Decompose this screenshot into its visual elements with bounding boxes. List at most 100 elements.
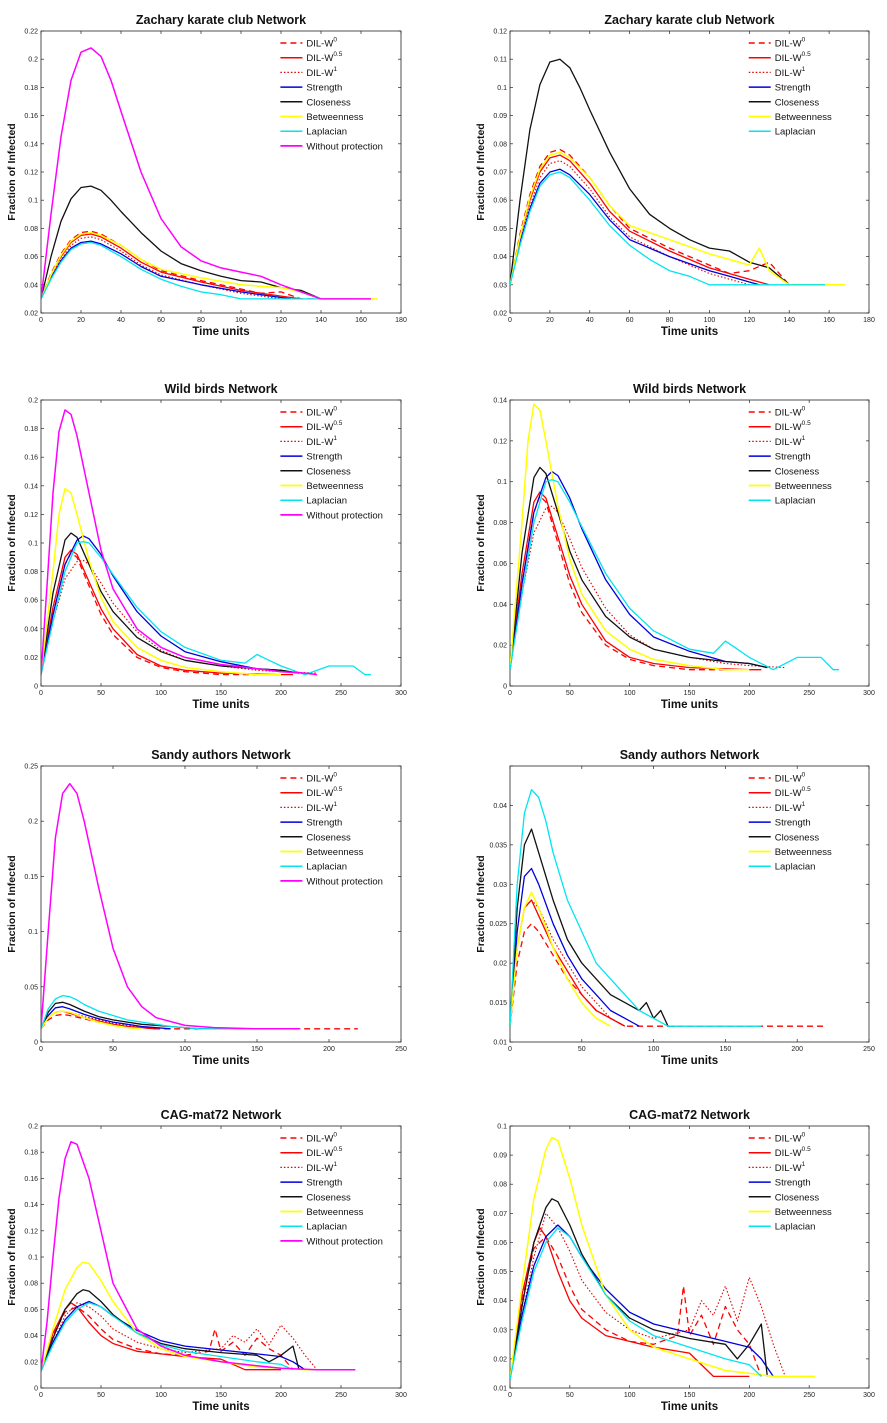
y-tick-label: 0.03 xyxy=(493,1327,507,1334)
legend-label-name: Strength xyxy=(306,818,342,829)
legend-label: Strength xyxy=(306,1178,342,1189)
chart-panel-4: 0 50 100 150 200 250 300 0 0.02 0.04 0.06 0.08 0.1 0.… xyxy=(475,382,875,711)
y-tick-label: 0.04 xyxy=(493,602,507,609)
legend-label-superscript: 0 xyxy=(333,406,337,413)
legend-label: Betweenness xyxy=(306,847,363,858)
y-tick-label: 0.02 xyxy=(493,311,507,318)
x-tick-label: 160 xyxy=(823,317,835,324)
legend-label: DIL-W0 xyxy=(306,772,337,785)
x-tick-label: 300 xyxy=(863,690,875,697)
x-axis-label: Time units xyxy=(661,326,718,338)
legend-label-name: Betweenness xyxy=(775,1207,832,1218)
series-line-closeness xyxy=(510,58,790,286)
x-tick-label: 200 xyxy=(275,690,287,697)
x-tick-label: 0 xyxy=(39,1392,43,1399)
y-tick-label: 0.04 xyxy=(493,1298,507,1305)
legend-label-name: DIL-W xyxy=(775,1134,802,1145)
y-tick-label: 0.11 xyxy=(494,57,507,64)
legend-label-superscript: 1 xyxy=(802,435,806,442)
legend-label: Strength xyxy=(775,452,811,463)
legend-label-name: Laplacian xyxy=(775,127,816,138)
legend-label-name: DIL-W xyxy=(775,774,802,785)
legend: DIL-W0DIL-W0.5DIL-W1StrengthClosenessBet… xyxy=(748,772,832,873)
legend-label: Betweenness xyxy=(775,481,832,492)
axes-box xyxy=(509,30,870,314)
y-tick-label: 0 xyxy=(503,684,507,691)
x-tick-label: 120 xyxy=(743,317,755,324)
x-tick-label: 0 xyxy=(39,1046,43,1053)
series-line-dil-w1 xyxy=(41,236,282,300)
legend-label: Laplacian xyxy=(306,496,347,507)
legend-label: DIL-W0.5 xyxy=(306,51,342,64)
axes-box xyxy=(509,1125,870,1389)
y-tick-label: 0.1 xyxy=(497,85,507,92)
legend: DIL-W0DIL-W0.5DIL-W1StrengthClosenessBet… xyxy=(280,37,383,152)
legend-label-name: Laplacian xyxy=(775,496,816,507)
legend-label-superscript: 0.5 xyxy=(333,1146,342,1153)
y-tick-label: 0.16 xyxy=(24,455,38,462)
y-tick-label: 0.08 xyxy=(493,1182,507,1189)
x-tick-label: 140 xyxy=(315,317,327,324)
x-tick-label: 150 xyxy=(251,1046,263,1053)
y-axis-label: Fraction of Infected xyxy=(6,1208,18,1305)
legend-label: Closeness xyxy=(775,832,820,843)
y-axis-label: Fraction of Infected xyxy=(475,123,487,220)
legend-label-name: DIL-W xyxy=(306,53,333,64)
legend: DIL-W0DIL-W0.5DIL-W1StrengthClosenessBet… xyxy=(280,1132,383,1247)
x-tick-label: 200 xyxy=(743,1392,755,1399)
series-line-dil-w0-5 xyxy=(510,154,770,286)
legend-label-name: DIL-W xyxy=(306,1163,333,1174)
y-tick-label: 0.03 xyxy=(493,282,507,289)
series-line-without-protection xyxy=(41,47,371,300)
legend-label-superscript: 0.5 xyxy=(333,420,342,427)
y-tick-label: 0.02 xyxy=(24,655,38,662)
legend-label: Without protection xyxy=(306,141,383,152)
legend-label: Strength xyxy=(306,818,342,829)
series-line-dil-w0 xyxy=(510,148,790,286)
legend-label-superscript: 0.5 xyxy=(802,786,811,793)
series-line-closeness xyxy=(41,185,322,300)
series-line-without-protection xyxy=(41,782,301,1030)
legend-label-superscript: 0 xyxy=(802,406,806,413)
x-tick-label: 150 xyxy=(684,1392,696,1399)
x-tick-label: 150 xyxy=(684,690,696,697)
y-tick-label: 0.07 xyxy=(493,170,507,177)
axes-box xyxy=(509,765,870,1043)
x-tick-label: 100 xyxy=(155,690,167,697)
x-tick-label: 100 xyxy=(624,1392,636,1399)
series-line-betweenness xyxy=(510,891,611,1027)
legend-label: DIL-W1 xyxy=(306,801,337,814)
x-tick-label: 250 xyxy=(803,690,815,697)
y-tick-label: 0.06 xyxy=(493,1240,507,1247)
legend-label: Strength xyxy=(306,452,342,463)
y-tick-label: 0.1 xyxy=(497,479,507,486)
legend-label-superscript: 1 xyxy=(802,66,806,73)
x-tick-label: 100 xyxy=(235,317,247,324)
y-tick-label: 0.18 xyxy=(24,426,38,433)
series-line-betweenness xyxy=(41,1010,142,1030)
legend-label-superscript: 0 xyxy=(802,1132,806,1139)
legend-label-name: DIL-W xyxy=(775,803,802,814)
legend-label-name: Laplacian xyxy=(306,127,347,138)
y-tick-label: 0.015 xyxy=(489,1000,507,1007)
x-axis-label: Time units xyxy=(661,1055,718,1067)
x-axis-label: Time units xyxy=(661,699,718,711)
legend-label: Betweenness xyxy=(306,1207,363,1218)
legend-label-superscript: 0 xyxy=(802,772,806,779)
y-axis-label: Fraction of Infected xyxy=(6,855,18,952)
y-tick-label: 0.04 xyxy=(24,1333,38,1340)
x-axis-label: Time units xyxy=(192,699,249,711)
x-tick-label: 0 xyxy=(39,690,43,697)
legend-label: DIL-W1 xyxy=(306,435,337,448)
x-tick-label: 80 xyxy=(666,317,674,324)
series-line-dil-w0-5 xyxy=(41,233,302,300)
x-tick-label: 100 xyxy=(624,690,636,697)
legend-label-name: Strength xyxy=(775,83,811,94)
series-line-betweenness xyxy=(510,403,750,671)
legend-label-name: Strength xyxy=(306,1178,342,1189)
legend-label: Closeness xyxy=(775,466,820,477)
series-line-closeness xyxy=(510,828,676,1027)
legend-label-name: DIL-W xyxy=(775,437,802,448)
y-tick-label: 0.15 xyxy=(24,874,38,881)
legend-label-name: Closeness xyxy=(775,97,820,108)
